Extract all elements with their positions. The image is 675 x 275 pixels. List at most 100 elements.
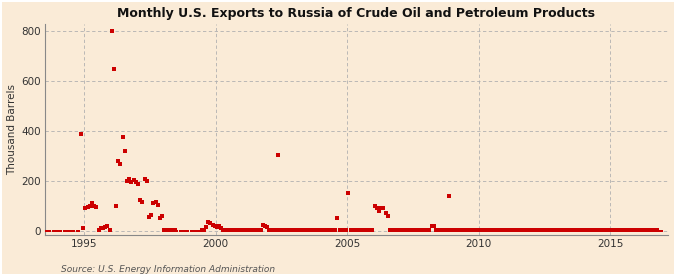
- Point: [141, 179, 152, 183]
- Point: [232, 227, 242, 232]
- Point: [595, 227, 605, 232]
- Point: [194, 229, 205, 233]
- Point: [251, 227, 262, 232]
- Point: [475, 227, 485, 232]
- Point: [104, 227, 115, 232]
- Point: [244, 227, 255, 232]
- Point: [472, 227, 483, 232]
- Point: [632, 227, 643, 232]
- Point: [269, 227, 279, 232]
- Point: [84, 204, 95, 208]
- Point: [144, 215, 155, 219]
- Point: [374, 209, 385, 213]
- Point: [34, 229, 45, 233]
- Point: [185, 229, 196, 233]
- Point: [253, 227, 264, 232]
- Point: [481, 227, 492, 232]
- Point: [534, 227, 545, 232]
- Point: [89, 204, 100, 208]
- Point: [571, 227, 582, 232]
- Point: [376, 206, 387, 211]
- Point: [315, 227, 325, 232]
- Point: [181, 229, 192, 233]
- Point: [292, 227, 303, 232]
- Point: [586, 227, 597, 232]
- Title: Monthly U.S. Exports to Russia of Crude Oil and Petroleum Products: Monthly U.S. Exports to Russia of Crude …: [117, 7, 595, 20]
- Point: [406, 227, 417, 232]
- Point: [80, 206, 91, 211]
- Point: [593, 227, 603, 232]
- Point: [558, 227, 568, 232]
- Point: [392, 227, 402, 232]
- Point: [645, 227, 656, 232]
- Point: [624, 227, 634, 232]
- Point: [652, 227, 663, 232]
- Point: [76, 131, 86, 136]
- Point: [179, 229, 190, 233]
- Point: [207, 222, 218, 227]
- Point: [560, 227, 570, 232]
- Point: [330, 227, 341, 232]
- Point: [650, 227, 661, 232]
- Point: [615, 227, 626, 232]
- Point: [496, 227, 507, 232]
- Point: [547, 227, 558, 232]
- Point: [102, 224, 113, 228]
- Point: [551, 227, 562, 232]
- Point: [30, 229, 40, 233]
- Point: [339, 227, 350, 232]
- Point: [126, 180, 137, 185]
- Point: [284, 227, 294, 232]
- Point: [286, 227, 297, 232]
- Point: [190, 229, 200, 233]
- Point: [389, 227, 400, 232]
- Point: [167, 227, 178, 232]
- Point: [606, 227, 617, 232]
- Point: [47, 229, 58, 233]
- Point: [575, 227, 586, 232]
- Point: [637, 227, 647, 232]
- Point: [153, 202, 163, 207]
- Point: [43, 229, 53, 233]
- Point: [218, 227, 229, 232]
- Point: [362, 227, 373, 232]
- Point: [277, 227, 288, 232]
- Point: [299, 227, 310, 232]
- Point: [580, 227, 591, 232]
- Point: [165, 227, 176, 232]
- Point: [501, 227, 512, 232]
- Point: [36, 229, 47, 233]
- Point: [40, 229, 51, 233]
- Point: [98, 226, 109, 231]
- Point: [135, 197, 146, 202]
- Point: [516, 227, 527, 232]
- Point: [603, 227, 614, 232]
- Point: [452, 227, 463, 232]
- Point: [38, 229, 49, 233]
- Point: [157, 214, 167, 218]
- Point: [577, 227, 588, 232]
- Point: [441, 227, 452, 232]
- Point: [336, 227, 347, 232]
- Point: [95, 226, 106, 231]
- Point: [378, 206, 389, 211]
- Point: [111, 204, 122, 208]
- Point: [109, 67, 119, 71]
- Point: [78, 226, 88, 231]
- Point: [323, 227, 334, 232]
- Point: [255, 227, 266, 232]
- Point: [360, 227, 371, 232]
- Point: [461, 227, 472, 232]
- Point: [455, 227, 466, 232]
- Point: [266, 227, 277, 232]
- Point: [459, 227, 470, 232]
- Point: [499, 227, 510, 232]
- Point: [630, 227, 641, 232]
- Point: [367, 227, 378, 232]
- Point: [554, 227, 564, 232]
- Point: [621, 227, 632, 232]
- Point: [128, 178, 139, 182]
- Point: [214, 224, 225, 228]
- Point: [358, 227, 369, 232]
- Point: [437, 227, 448, 232]
